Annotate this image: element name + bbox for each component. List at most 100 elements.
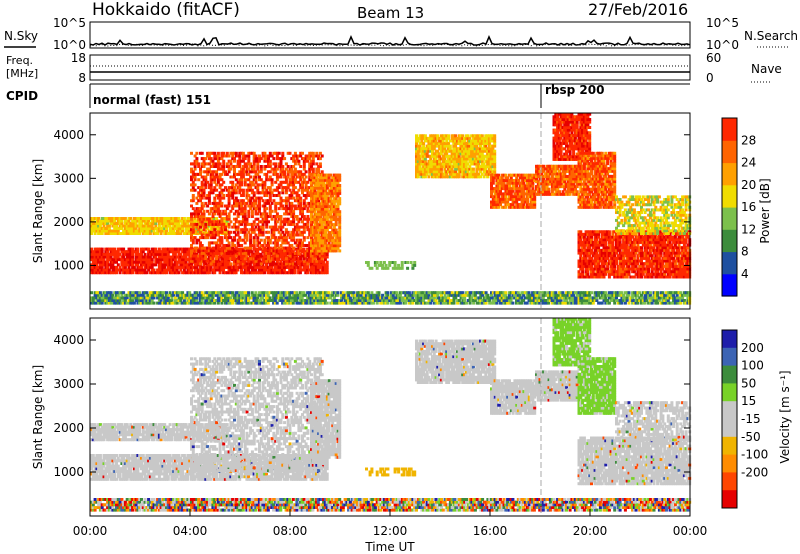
power-cell: [206, 268, 210, 272]
power-cell: [489, 134, 493, 138]
power-cell: [206, 170, 210, 174]
power-cell: [224, 244, 227, 247]
power-cell: [224, 254, 227, 258]
power-cell: [422, 165, 426, 169]
power-cell: [211, 236, 215, 240]
power-cell: [197, 209, 201, 213]
power-cell: [482, 154, 486, 158]
power-cell: [195, 252, 199, 256]
power-cell: [225, 222, 229, 225]
power-cell: [275, 172, 279, 176]
power-cell: [172, 258, 176, 262]
power-cell: [415, 165, 418, 169]
power-cell: [216, 194, 220, 197]
power-cell: [563, 182, 567, 186]
power-cell: [184, 224, 188, 228]
power-cell: [140, 229, 143, 233]
power-cell: [332, 244, 336, 248]
power-cell: [240, 250, 243, 254]
power-cell: [252, 262, 256, 266]
power-cell: [193, 172, 197, 176]
power-cell: [229, 265, 233, 269]
power-cell: [517, 195, 520, 199]
power-cell: [202, 246, 206, 250]
power-cell: [241, 247, 245, 251]
power-cell: [236, 204, 240, 208]
power-cell: [265, 154, 269, 158]
power-cell: [279, 201, 283, 205]
power-cell: [274, 209, 278, 213]
power-cell: [313, 223, 317, 227]
power-cell: [318, 215, 322, 219]
power-cell: [184, 247, 188, 251]
power-cell: [250, 265, 254, 269]
power-cell: [423, 136, 427, 140]
power-cell: [493, 142, 497, 145]
power-cell: [233, 222, 236, 226]
power-cell: [184, 229, 188, 233]
power-cell: [457, 162, 461, 166]
power-cell: [181, 258, 185, 262]
power-cell: [531, 181, 535, 185]
power-cell: [188, 258, 192, 262]
power-cell: [258, 178, 261, 182]
power-cell: [299, 204, 303, 208]
power-cell: [526, 184, 529, 188]
power-cell: [241, 265, 245, 269]
power-cell: [275, 228, 279, 232]
power-cell: [265, 178, 269, 182]
power-cell: [297, 251, 301, 255]
power-cell: [206, 249, 210, 253]
power-cell: [423, 165, 427, 169]
power-cell: [190, 224, 193, 228]
power-cell: [261, 268, 265, 272]
power-cell: [310, 205, 313, 208]
power-cell: [256, 212, 260, 216]
power-cell: [292, 222, 296, 226]
power-cell: [288, 183, 292, 187]
power-cell: [274, 167, 278, 171]
power-cell: [495, 176, 499, 180]
power-cell: [265, 157, 269, 161]
power-cell: [455, 139, 459, 143]
power-cell: [245, 236, 249, 240]
power-cell: [182, 217, 186, 220]
power-cell: [195, 265, 199, 269]
power-cell: [225, 251, 229, 255]
power-cell: [566, 182, 570, 186]
power-cell: [240, 209, 244, 213]
power-cell: [293, 154, 297, 158]
power-cell: [288, 207, 292, 211]
power-cell: [311, 209, 315, 213]
power-cell: [317, 157, 321, 161]
power-cell: [297, 241, 301, 245]
power-cell: [259, 165, 263, 168]
power-cell: [268, 263, 272, 267]
power-cell: [325, 202, 329, 206]
power-cell: [311, 181, 315, 185]
power-cell: [113, 265, 117, 269]
power-cell: [517, 197, 520, 201]
power-cell: [222, 258, 226, 262]
power-cell: [141, 219, 145, 223]
power-cell: [150, 222, 154, 225]
power-cell: [486, 134, 490, 138]
power-cell: [207, 194, 211, 197]
power-cell: [211, 220, 215, 224]
power-cell: [265, 236, 269, 240]
power-cell: [482, 147, 486, 151]
power-cell: [425, 152, 429, 156]
power-cell: [463, 147, 466, 151]
power-cell: [284, 220, 288, 224]
power-cell: [334, 207, 338, 211]
power-cell: [315, 218, 319, 221]
power-cell: [95, 247, 99, 251]
power-cell: [301, 233, 304, 237]
power-cell: [261, 255, 265, 259]
power-cell: [323, 271, 327, 275]
power-cell: [463, 144, 466, 148]
power-cell: [193, 252, 197, 256]
power-cell: [295, 196, 299, 200]
power-cell: [131, 268, 135, 272]
power-cell: [231, 246, 235, 250]
